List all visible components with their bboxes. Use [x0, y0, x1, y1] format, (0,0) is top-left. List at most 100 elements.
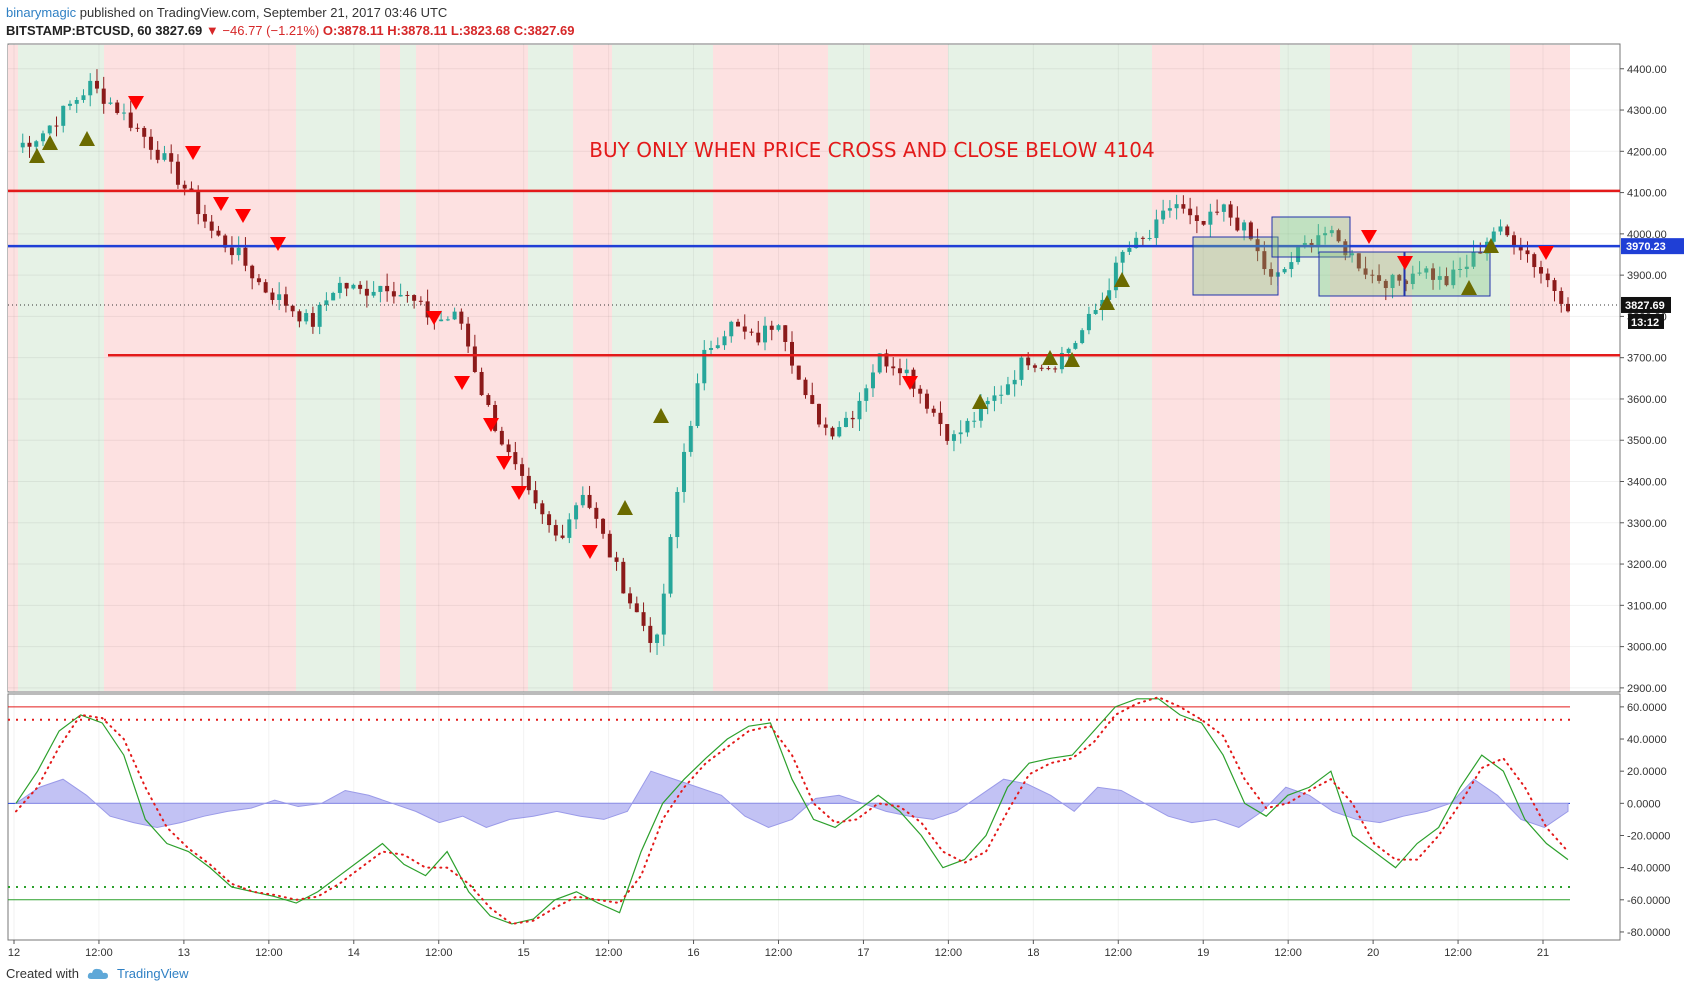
buy-marker	[1064, 352, 1080, 367]
candle-body	[945, 424, 950, 441]
tradingview-cloud-icon	[87, 968, 108, 979]
buy-marker	[617, 500, 633, 515]
candle-body	[1012, 379, 1017, 385]
candle-body	[688, 425, 693, 452]
candle-body	[634, 603, 639, 613]
background-band	[1510, 45, 1570, 691]
candle-body	[1032, 365, 1037, 368]
y-tick-label: 4100.00	[1627, 188, 1667, 200]
chart-annotation: BUY ONLY WHEN PRICE CROSS AND CLOSE BELO…	[589, 138, 1154, 162]
candle-body	[965, 420, 970, 433]
candle-body	[891, 366, 896, 369]
candle-body	[101, 88, 106, 104]
candle	[688, 420, 693, 457]
candle-body	[574, 505, 579, 520]
candle-body	[1235, 217, 1240, 231]
candle-body	[391, 291, 396, 297]
candle-body	[999, 394, 1004, 396]
candle	[1518, 237, 1523, 260]
candle	[567, 513, 572, 544]
candle	[1215, 199, 1220, 216]
candle-body	[763, 325, 768, 343]
candle	[283, 286, 288, 313]
candle	[1059, 346, 1064, 374]
candle	[223, 233, 228, 253]
tradingview-link[interactable]: TradingView	[116, 966, 189, 981]
osc-y-tick-label: -80.0000	[1627, 927, 1670, 939]
candle-body	[1417, 272, 1422, 274]
candle-body	[951, 434, 956, 441]
candle	[1228, 200, 1233, 226]
osc-y-tick-label: 0.0000	[1627, 798, 1661, 810]
candle	[1161, 199, 1166, 224]
candle-body	[682, 451, 687, 492]
background-band	[1412, 45, 1510, 691]
created-with-label: Created with	[6, 966, 79, 981]
candle	[655, 633, 660, 655]
osc-y-tick-label: 40.0000	[1627, 734, 1667, 746]
x-tick-label: 14	[348, 947, 360, 959]
candle-body	[283, 294, 288, 306]
candle	[513, 441, 518, 470]
candle	[1269, 262, 1274, 286]
candle-body	[1167, 208, 1172, 211]
candle	[67, 100, 72, 111]
candle-body	[67, 103, 72, 106]
candle-body	[877, 353, 882, 373]
candle	[1127, 241, 1132, 255]
candle	[1046, 366, 1051, 371]
candle-body	[1046, 368, 1051, 370]
candle-body	[47, 125, 52, 134]
candle	[553, 519, 558, 542]
candle-body	[148, 136, 153, 150]
candle-body	[1059, 352, 1064, 370]
candle	[607, 530, 612, 558]
candle	[40, 130, 45, 147]
candle-body	[560, 535, 565, 538]
candle-body	[897, 368, 902, 374]
osc-area-series	[14, 770, 1569, 829]
candle-body	[1518, 246, 1523, 251]
candle	[108, 97, 113, 105]
candle-body	[850, 417, 855, 420]
candle-body	[1242, 222, 1247, 231]
candle	[601, 518, 606, 539]
candle	[344, 282, 349, 297]
x-tick-label: 12:00	[255, 947, 283, 959]
candle-body	[1491, 231, 1496, 242]
candle-body	[209, 221, 214, 231]
candle	[594, 502, 599, 529]
buy-marker	[972, 394, 988, 409]
candle	[216, 225, 221, 237]
candle	[1545, 268, 1550, 288]
candle-body	[290, 305, 295, 312]
candle-body	[1080, 330, 1085, 344]
candle	[648, 617, 653, 653]
candle	[1370, 269, 1375, 284]
x-tick-label: 12:00	[935, 947, 963, 959]
background-band	[380, 45, 400, 691]
author-link[interactable]: binarymagic	[6, 5, 77, 20]
background-band	[828, 45, 870, 691]
buy-marker	[1114, 272, 1130, 287]
candle-body	[34, 141, 39, 147]
x-tick-label: 12	[8, 947, 20, 959]
candle-body	[1350, 253, 1355, 256]
range-rectangle	[1404, 251, 1491, 297]
candle	[1019, 356, 1024, 386]
y-tick-label: 3200.00	[1627, 559, 1667, 571]
y-tick-label: 3900.00	[1627, 270, 1667, 282]
candle-body	[1390, 274, 1395, 289]
candle-body	[1545, 273, 1550, 281]
candle	[992, 386, 997, 412]
candle-body	[1336, 230, 1341, 242]
candle	[722, 330, 727, 350]
osc-y-tick-label: -20.0000	[1627, 830, 1670, 842]
osc-y-tick-label: -40.0000	[1627, 863, 1670, 875]
sell-marker	[1397, 256, 1413, 270]
candle	[175, 154, 180, 189]
candle	[1552, 277, 1557, 302]
sell-marker	[185, 146, 201, 160]
candle-body	[702, 349, 707, 384]
